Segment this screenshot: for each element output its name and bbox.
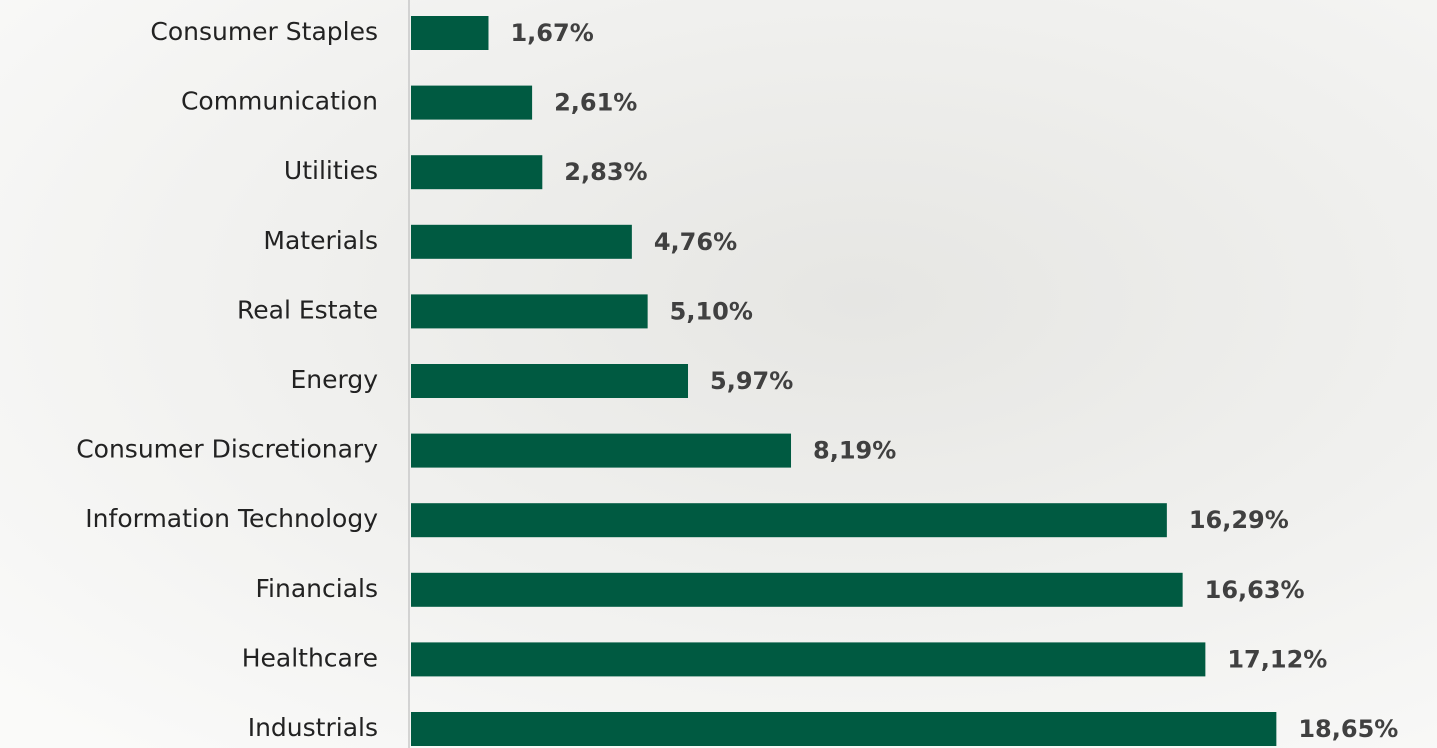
bar (411, 642, 1206, 677)
value-label: 16,29% (1189, 506, 1289, 534)
value-label: 5,10% (670, 297, 753, 325)
bar (411, 155, 543, 190)
category-label: Consumer Discretionary (76, 435, 378, 464)
category-label: Utilities (284, 156, 378, 185)
value-label: 1,67% (510, 19, 593, 47)
value-label: 5,97% (710, 367, 793, 395)
value-label: 4,76% (654, 228, 737, 256)
category-label: Healthcare (242, 643, 378, 672)
bar (411, 16, 489, 50)
value-label: 17,12% (1227, 645, 1327, 673)
value-label: 16,63% (1205, 576, 1305, 604)
value-label: 2,61% (554, 89, 637, 117)
category-label: Consumer Staples (150, 17, 378, 46)
bar (411, 433, 792, 468)
category-label: Energy (290, 365, 378, 394)
value-label: 8,19% (813, 437, 896, 465)
category-label: Industrials (248, 713, 378, 742)
category-label: Financials (256, 574, 379, 603)
bar (411, 572, 1183, 607)
bar (411, 364, 689, 398)
bar (411, 503, 1167, 538)
category-label: Communication (181, 87, 378, 116)
bar (411, 294, 648, 329)
bar (411, 712, 1277, 746)
category-label: Information Technology (85, 504, 378, 533)
category-label: Materials (263, 226, 378, 255)
category-label: Real Estate (237, 295, 378, 324)
bar (411, 85, 533, 120)
bar (411, 224, 632, 259)
value-label: 2,83% (564, 158, 647, 186)
value-label: 18,65% (1298, 715, 1398, 743)
